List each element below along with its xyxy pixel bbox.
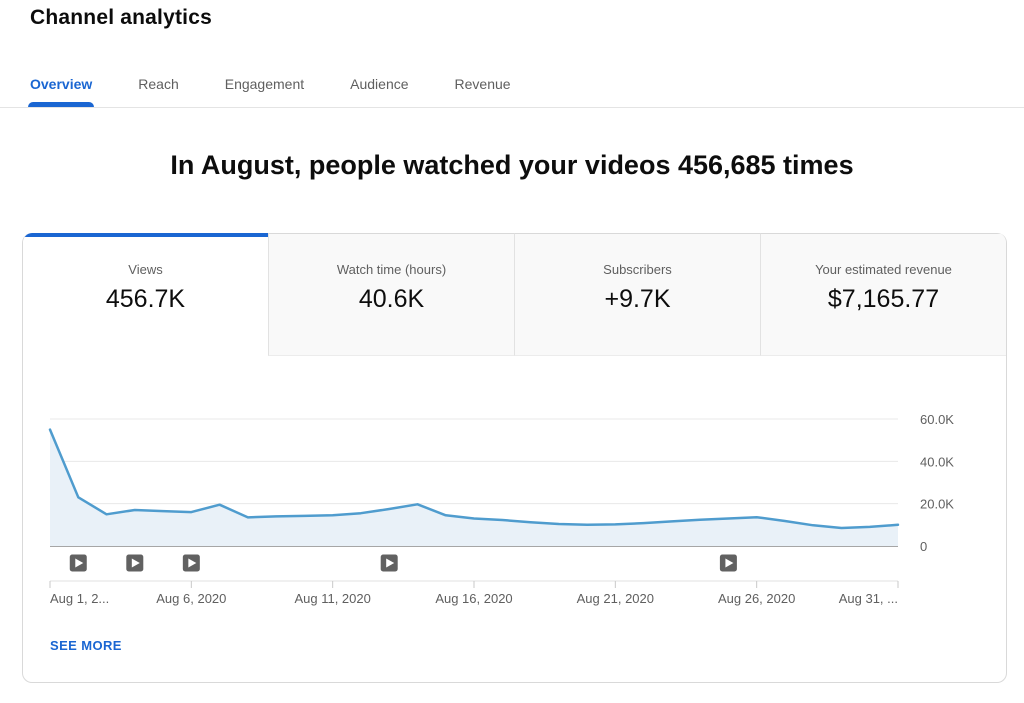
views-line-series (48, 428, 900, 530)
x-axis-tick-label: Aug 6, 2020 (156, 591, 226, 606)
play-triangle-icon (131, 558, 140, 568)
play-triangle-icon (725, 558, 734, 568)
metric-label: Watch time (hours) (336, 262, 447, 277)
play-triangle-icon (386, 558, 395, 568)
metric-card-revenue[interactable]: Your estimated revenue $7,165.77 (760, 233, 1006, 356)
y-axis-tick-label: 60.0K (920, 412, 954, 427)
video-publish-marker[interactable] (182, 554, 200, 572)
metric-label: Views (128, 262, 163, 277)
x-axis-tick-label: Aug 11, 2020 (294, 591, 370, 606)
metric-card-subscribers[interactable]: Subscribers +9.7K (514, 233, 760, 356)
video-publish-marker[interactable] (126, 554, 144, 572)
metric-value: $7,165.77 (827, 285, 940, 313)
metric-card-watch-time[interactable]: Watch time (hours) 40.6K (268, 233, 514, 356)
y-axis-tick-label: 20.0K (920, 497, 954, 512)
metric-label: Subscribers (603, 262, 672, 277)
tab-reach[interactable]: Reach (138, 76, 179, 92)
metric-value: +9.7K (604, 285, 671, 313)
tab-audience[interactable]: Audience (350, 76, 409, 92)
metric-label: Your estimated revenue (815, 262, 952, 277)
y-axis-tick-label: 0 (920, 539, 927, 554)
metric-cards-row: Views 456.7K Watch time (hours) 40.6K Su… (23, 233, 1006, 356)
x-axis-tick-label: Aug 21, 2020 (577, 591, 654, 606)
overview-card: Views 456.7K Watch time (hours) 40.6K Su… (22, 233, 1007, 683)
x-axis-tick-label: Aug 1, 2... (50, 591, 109, 606)
summary-headline: In August, people watched your videos 45… (170, 150, 854, 180)
play-triangle-icon (75, 558, 84, 568)
y-axis-tick-label: 40.0K (920, 454, 954, 469)
play-triangle-icon (188, 558, 197, 568)
views-chart-svg: 0 20.0K 40.0K 60.0K Aug 1, 2... Aug 6, 2020 Au… (48, 412, 954, 606)
x-axis-tick-label: Aug 26, 2020 (718, 591, 795, 606)
video-publish-marker[interactable] (719, 554, 737, 572)
see-more-link[interactable]: SEE MORE (50, 638, 122, 653)
metric-value: 456.7K (105, 285, 186, 313)
page-title: Channel analytics (30, 6, 212, 29)
x-axis-tick-label: Aug 31, ... (839, 591, 898, 606)
video-publish-marker[interactable] (69, 554, 87, 572)
analytics-tabs: Overview Reach Engagement Audience Reven… (0, 68, 1024, 108)
x-axis-tick-label: Aug 16, 2020 (435, 591, 512, 606)
metric-value: 40.6K (358, 285, 425, 313)
tab-overview[interactable]: Overview (27, 76, 95, 107)
views-area-fill (50, 429, 898, 546)
metric-card-views[interactable]: Views 456.7K (23, 233, 268, 356)
tab-engagement[interactable]: Engagement (224, 76, 305, 92)
tab-revenue[interactable]: Revenue (454, 76, 511, 92)
video-publish-marker[interactable] (380, 554, 398, 572)
